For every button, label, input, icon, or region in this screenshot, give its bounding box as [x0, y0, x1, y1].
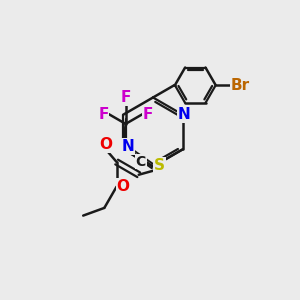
Text: N: N [122, 139, 134, 154]
Text: F: F [143, 106, 153, 122]
Text: O: O [100, 137, 112, 152]
Text: N: N [178, 107, 191, 122]
Text: S: S [154, 158, 165, 172]
Text: C: C [136, 154, 146, 169]
Text: F: F [121, 90, 131, 105]
Text: O: O [117, 179, 130, 194]
Text: Br: Br [231, 78, 250, 93]
Text: F: F [98, 106, 109, 122]
